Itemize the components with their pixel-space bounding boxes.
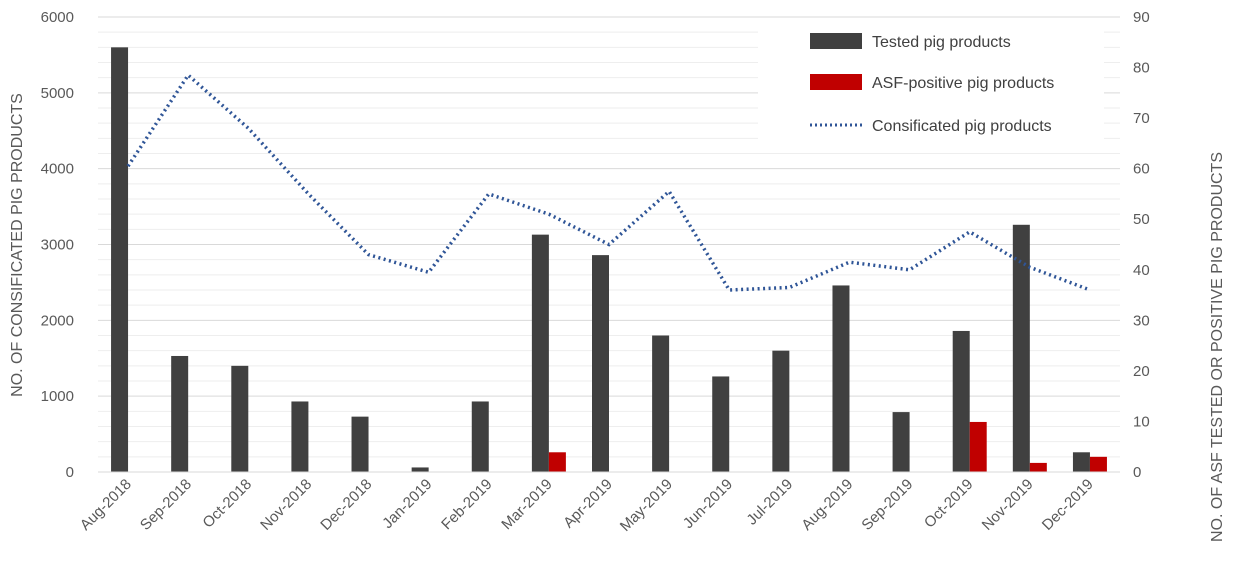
y-right-tick-label: 20 xyxy=(1133,363,1150,380)
y-left-tick-label: 5000 xyxy=(41,85,74,102)
bar-positive-oct-2019 xyxy=(969,421,987,472)
line-series xyxy=(126,72,1091,292)
x-axis-ticks: Aug-2018 Sep-2018 Oct-2018 Nov-2018 Dec-2018… xyxy=(77,476,1097,535)
y-left-tick-label: 2000 xyxy=(41,312,74,329)
x-tick-label: Oct-2018 xyxy=(199,476,255,532)
bar-tested-mar-2019 xyxy=(531,234,549,472)
y-right-tick-label: 90 xyxy=(1133,9,1150,26)
bar-tested-jun-2019 xyxy=(712,376,730,472)
legend-swatch-tested xyxy=(810,33,862,49)
bar-tested-aug-2019 xyxy=(832,285,850,472)
x-tick-label: Apr-2019 xyxy=(560,476,616,532)
legend-swatch-positive xyxy=(810,74,862,90)
bar-tested-oct-2018 xyxy=(231,365,249,472)
bar-tested-may-2019 xyxy=(652,335,670,472)
bar-positive-dec-2019 xyxy=(1089,456,1107,472)
y-left-tick-label: 4000 xyxy=(41,161,74,178)
bars xyxy=(111,47,1107,472)
y-left-tick-label: 0 xyxy=(66,464,74,481)
x-tick-label: Aug-2018 xyxy=(77,476,135,534)
bar-tested-oct-2019 xyxy=(952,330,970,472)
y-right-tick-label: 70 xyxy=(1133,110,1150,127)
y-right-tick-label: 40 xyxy=(1133,262,1150,279)
x-tick-label: Sep-2018 xyxy=(137,476,195,534)
bar-tested-nov-2019 xyxy=(1012,224,1030,472)
y-right-tick-label: 0 xyxy=(1133,464,1141,481)
y-right-tick-label: 50 xyxy=(1133,211,1150,228)
y-left-tick-label: 3000 xyxy=(41,237,74,254)
y-left-tick-label: 1000 xyxy=(41,388,74,405)
line-confiscated xyxy=(126,72,1091,292)
bar-tested-nov-2018 xyxy=(291,401,309,472)
x-tick-label: Jul-2019 xyxy=(743,476,796,529)
legend: Tested pig products ASF-positive pig pro… xyxy=(758,24,1104,144)
y-right-tick-label: 60 xyxy=(1133,161,1150,178)
bar-tested-sep-2018 xyxy=(171,355,189,472)
bar-tested-dec-2019 xyxy=(1072,452,1090,472)
x-tick-label: Aug-2019 xyxy=(798,476,856,534)
y-axis-left-ticks: 0 1000 2000 3000 4000 5000 6000 xyxy=(41,9,74,481)
x-tick-label: May-2019 xyxy=(617,476,676,535)
bar-tested-feb-2019 xyxy=(471,401,489,472)
legend-label-confiscated: Consificated pig products xyxy=(872,118,1052,135)
x-tick-label: Dec-2019 xyxy=(1039,476,1097,534)
y-left-tick-label: 6000 xyxy=(41,9,74,26)
x-tick-label: Nov-2018 xyxy=(257,476,315,534)
y-axis-left-title: NO. OF CONSIFICATED PIG PRODUCTS xyxy=(9,93,26,397)
bar-tested-jan-2019 xyxy=(411,467,429,472)
y-axis-right-ticks: 0 10 20 30 40 50 60 70 80 90 xyxy=(1133,9,1150,481)
x-tick-label: Oct-2019 xyxy=(921,476,977,532)
bar-tested-jul-2019 xyxy=(772,350,790,472)
x-tick-label: Sep-2019 xyxy=(858,476,916,534)
y-axis-right-title: NO. OF ASF TESTED OR POSITIVE PIG PRODUC… xyxy=(1209,152,1226,542)
x-tick-label: Feb-2019 xyxy=(438,476,495,533)
bar-tested-aug-2018 xyxy=(111,47,129,472)
legend-label-tested: Tested pig products xyxy=(872,34,1011,51)
x-tick-label: Dec-2018 xyxy=(317,476,375,534)
x-tick-label: Jan-2019 xyxy=(379,476,435,532)
x-tick-label: Mar-2019 xyxy=(498,476,555,533)
y-right-tick-label: 10 xyxy=(1133,413,1150,430)
y-right-tick-label: 80 xyxy=(1133,60,1150,77)
x-tick-label: Jun-2019 xyxy=(680,476,736,532)
legend-label-positive: ASF-positive pig products xyxy=(872,75,1054,92)
bar-tested-dec-2018 xyxy=(351,416,369,472)
bar-positive-mar-2019 xyxy=(548,452,566,472)
bar-tested-sep-2019 xyxy=(892,412,910,472)
bar-tested-apr-2019 xyxy=(592,255,609,472)
x-tick-label: Nov-2019 xyxy=(979,476,1037,534)
y-right-tick-label: 30 xyxy=(1133,312,1150,329)
bar-positive-nov-2019 xyxy=(1029,462,1047,472)
